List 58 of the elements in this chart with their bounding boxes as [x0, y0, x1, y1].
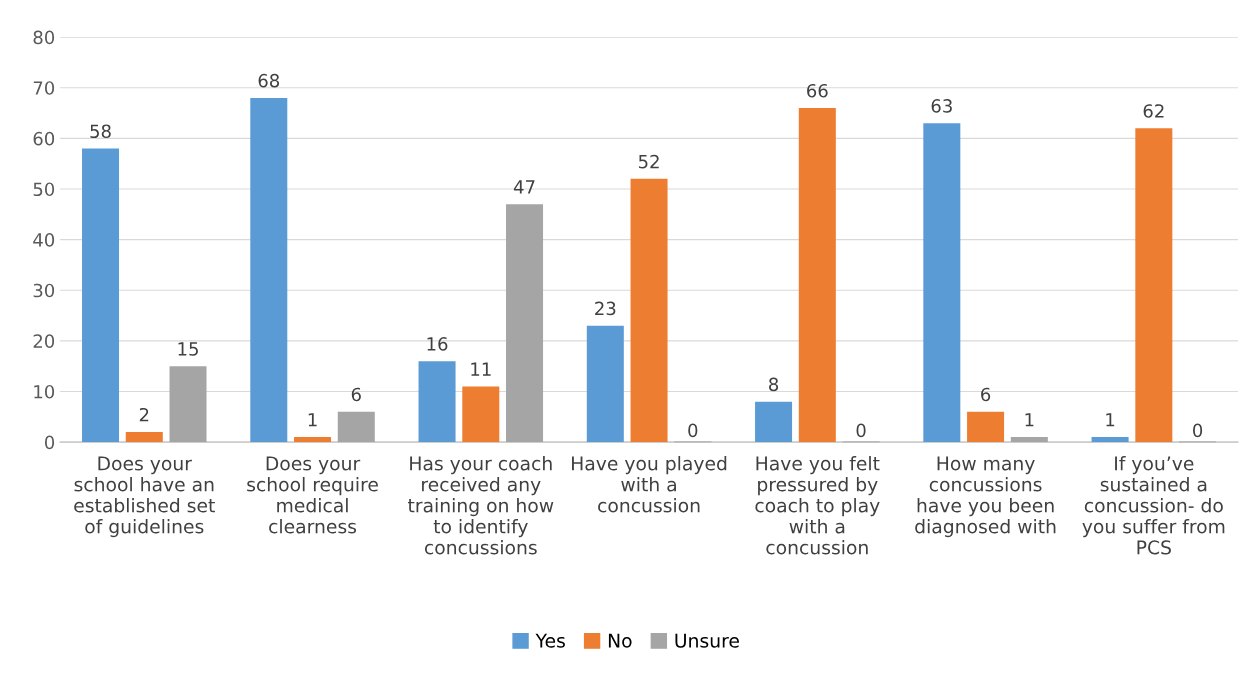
- data-label: 11: [471, 362, 491, 376]
- bar: [1091, 437, 1129, 443]
- legend-label: Yes: [535, 633, 565, 648]
- data-label: 2: [139, 407, 149, 422]
- bar: [923, 123, 961, 443]
- data-label: 1: [1025, 413, 1034, 427]
- data-label: 8: [769, 377, 779, 392]
- data-label: 58: [90, 124, 111, 139]
- bar: [630, 178, 668, 443]
- y-tick-label: 40: [33, 233, 55, 247]
- bar: [506, 204, 544, 443]
- bar: [250, 97, 288, 443]
- data-label: 52: [638, 154, 659, 169]
- y-tick-label: 60: [33, 131, 55, 146]
- data-label: 0: [688, 423, 698, 438]
- data-label: 1: [308, 413, 317, 427]
- data-label: 1: [1106, 413, 1115, 427]
- legend-label: No: [608, 633, 632, 648]
- y-tick-label: 80: [33, 30, 55, 45]
- y-tick-label: 0: [44, 435, 55, 450]
- data-label: 6: [981, 387, 991, 402]
- data-label: 15: [178, 342, 198, 356]
- data-label: 0: [1193, 423, 1203, 438]
- data-label: 23: [595, 301, 616, 316]
- legend-label: Unsure: [675, 633, 739, 648]
- y-tick-label: 50: [33, 182, 55, 197]
- bar: [1135, 128, 1173, 443]
- bar: [755, 401, 793, 443]
- x-tick-label: Has your coach received any training on how to identify concussions: [408, 456, 554, 555]
- bar: [125, 432, 163, 443]
- data-label: 16: [427, 337, 448, 351]
- data-label: 47: [513, 180, 535, 194]
- data-label: 63: [931, 99, 952, 113]
- bar: [1010, 437, 1048, 443]
- bar: [462, 386, 500, 443]
- x-tick-label: Have you played with a concussion: [572, 456, 727, 513]
- data-label: 62: [1143, 104, 1164, 118]
- bar: [967, 411, 1005, 443]
- x-tick-label: How many concussions have you been diagnosed with: [915, 456, 1056, 538]
- y-tick-label: 20: [33, 334, 55, 348]
- bar: [294, 437, 332, 443]
- bar: [586, 325, 624, 443]
- bar: [82, 148, 120, 443]
- bar: [418, 361, 456, 443]
- x-tick-label: Have you felt pressured by coach to play with a concussion: [755, 456, 880, 555]
- y-tick-label: 70: [33, 81, 55, 95]
- data-label: 0: [856, 423, 866, 438]
- data-label: 6: [351, 387, 361, 402]
- y-tick-label: 30: [33, 283, 55, 298]
- data-label: 66: [807, 83, 828, 98]
- bar: [169, 366, 207, 443]
- x-tick-label: Does your school have an established set of guidelines: [74, 456, 215, 538]
- y-tick-label: 10: [34, 384, 55, 399]
- x-tick-label: If you’ve sustained a concussion- do you suffer from PCS: [1082, 456, 1225, 555]
- bar: [337, 411, 375, 443]
- x-tick-label: Does your school require medical clearness: [247, 456, 378, 534]
- data-label: 68: [258, 73, 280, 88]
- bar: [798, 108, 836, 443]
